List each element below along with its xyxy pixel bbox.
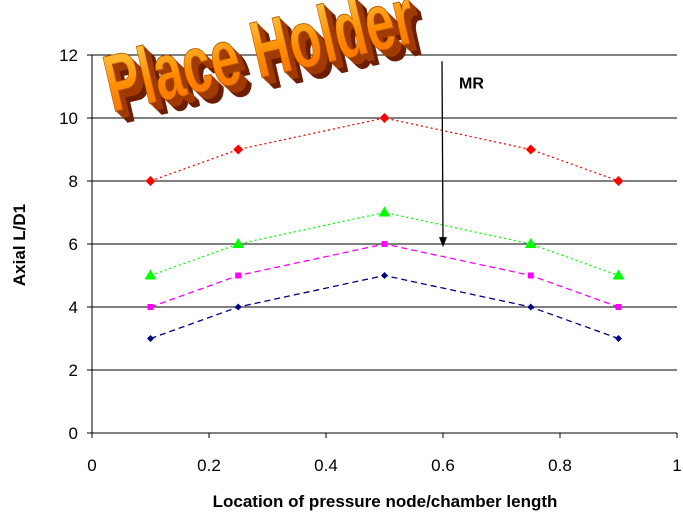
series-3-point [147, 304, 154, 310]
series-3-point [381, 241, 388, 247]
series-4-point [147, 335, 154, 342]
series-4-point [615, 335, 622, 342]
y-axis-title: Axial L/D1 [10, 204, 29, 286]
y-tick-label: 12 [59, 46, 78, 65]
annotation-arrow-shaft [441, 61, 444, 240]
x-tick-label: 0.8 [548, 456, 572, 475]
x-axis-title: Location of pressure node/chamber length [213, 492, 558, 511]
x-tick-label: 0 [87, 456, 96, 475]
series-3-point [235, 272, 242, 279]
y-tick-label: 0 [69, 424, 78, 443]
x-tick-label: 0.4 [314, 456, 338, 475]
axes [87, 54, 678, 438]
y-tick-label: 8 [69, 172, 78, 191]
series-3-point [615, 304, 622, 310]
series-3-point [527, 272, 534, 279]
series-1-point [145, 176, 156, 186]
series-2-point [232, 238, 245, 248]
y-tick-labels: 0 2 4 6 8 10 12 [59, 46, 78, 443]
series-layer [144, 113, 625, 342]
series-1-line [150, 117, 619, 182]
series-4-point [527, 303, 535, 311]
series-1-point [525, 144, 536, 155]
series-1-point [613, 176, 624, 186]
x-tick-label: 0.6 [431, 456, 455, 475]
annotation-layer: MR [439, 61, 484, 248]
y-tick-label: 6 [69, 235, 78, 254]
y-tick-label: 4 [69, 298, 78, 317]
x-tick-label: 0.2 [197, 456, 221, 475]
x-tick-label: 1 [672, 456, 681, 475]
series-2-point [612, 269, 625, 280]
series-4-point [381, 272, 388, 279]
series-1-point [379, 113, 390, 123]
y-tick-label: 10 [59, 109, 78, 128]
series-4-point [234, 303, 242, 311]
annotation-arrowhead [439, 237, 447, 248]
x-tick-labels: 0 0.2 0.4 0.6 0.8 1 [87, 456, 681, 475]
annotation-label: MR [459, 75, 484, 92]
series-1-point [233, 144, 244, 155]
series-2-point [378, 206, 391, 217]
series-2-point [524, 238, 537, 248]
y-tick-label: 2 [69, 361, 78, 380]
series-2-point [144, 269, 157, 280]
